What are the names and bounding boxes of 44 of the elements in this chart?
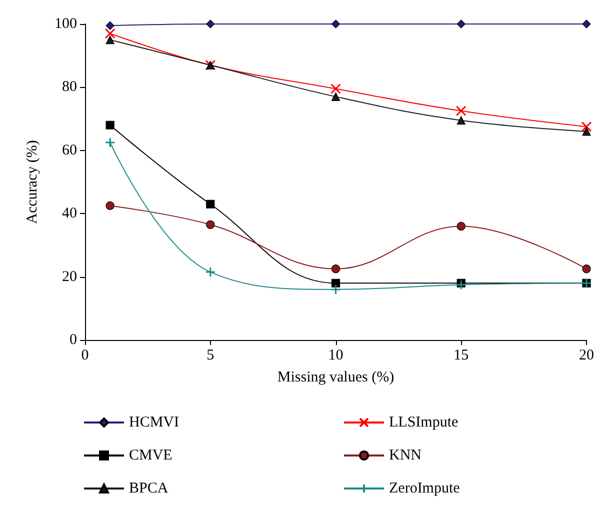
legend-label: KNN — [389, 448, 422, 464]
point — [456, 20, 466, 28]
point — [456, 106, 466, 116]
y-tick-label: 20 — [62, 268, 77, 285]
point — [206, 20, 215, 28]
point — [104, 137, 116, 148]
x-tick-label: 5 — [206, 348, 214, 364]
point — [456, 222, 466, 231]
y-tick-label: 40 — [62, 206, 77, 222]
point — [331, 20, 340, 28]
y-axis-title: Accuracy (%) — [24, 140, 40, 224]
point — [456, 279, 466, 290]
point — [106, 21, 114, 30]
point — [456, 116, 466, 125]
legend-label: CMVE — [129, 448, 172, 464]
y-tick-label: 80 — [62, 79, 77, 96]
point — [582, 127, 591, 136]
x-tick-label: 10 — [328, 348, 344, 364]
x-tick-label: 15 — [454, 348, 469, 364]
x-tick-label: 0 — [81, 348, 89, 364]
y-tick-label: 100 — [54, 16, 77, 32]
point — [582, 264, 591, 274]
legend-label: BPCA — [129, 480, 168, 496]
point — [206, 200, 215, 208]
point — [330, 284, 341, 295]
legend-label: HCMVI — [129, 414, 180, 430]
x-tick-label: 20 — [579, 348, 594, 364]
point — [104, 28, 116, 39]
point — [330, 84, 341, 94]
point — [106, 120, 114, 130]
point — [331, 278, 340, 288]
y-tick-label: 0 — [70, 332, 77, 348]
y-tick-label: 60 — [62, 142, 77, 158]
legend-label: ZeroImpute — [389, 480, 460, 496]
point — [331, 92, 340, 101]
point — [581, 121, 592, 132]
legend-label: LLSImpute — [389, 414, 458, 430]
point — [582, 20, 591, 28]
x-axis-title: Missing values (%) — [277, 370, 394, 386]
point — [331, 264, 340, 274]
point — [206, 220, 215, 229]
point — [106, 201, 114, 210]
point — [205, 266, 216, 278]
point — [106, 36, 114, 44]
